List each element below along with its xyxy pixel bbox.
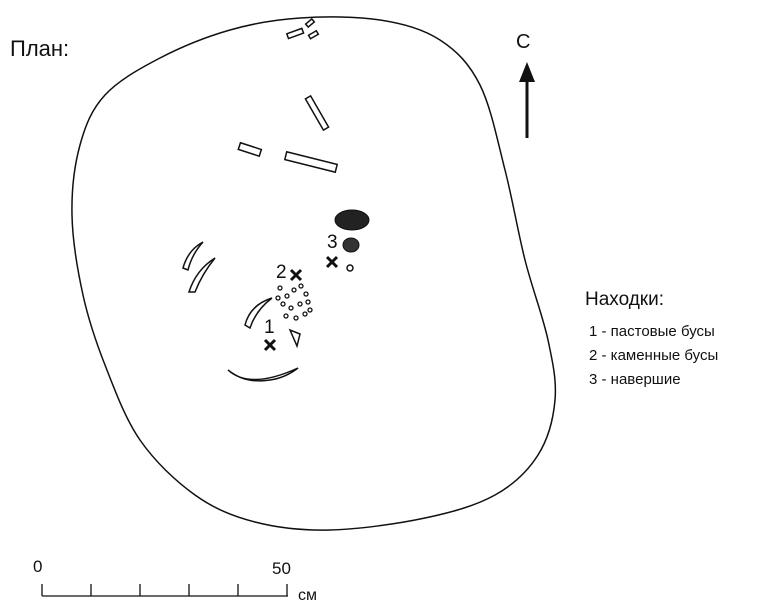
legend-title: Находки: xyxy=(585,289,664,310)
cross xyxy=(325,255,339,269)
pit-outline xyxy=(71,16,557,531)
bone xyxy=(283,150,339,174)
bead xyxy=(303,291,309,297)
find-number: 2 xyxy=(276,262,287,283)
bone xyxy=(237,141,263,158)
bead xyxy=(307,307,313,313)
bone xyxy=(304,17,316,29)
north-label: С xyxy=(516,31,530,53)
bead xyxy=(283,313,289,319)
beads xyxy=(275,283,313,321)
bones xyxy=(182,17,339,382)
stone xyxy=(342,237,360,253)
stone xyxy=(346,264,354,272)
bead xyxy=(284,293,290,299)
bone xyxy=(288,328,301,349)
find-crosses xyxy=(263,255,339,352)
legend-item: 1 - пастовые бусы xyxy=(589,323,715,340)
bone xyxy=(285,27,305,40)
bead xyxy=(288,305,294,311)
bead xyxy=(293,315,299,321)
bead xyxy=(275,295,281,301)
plan-title: План: xyxy=(10,36,69,61)
bead xyxy=(277,285,283,291)
bone xyxy=(307,29,320,40)
bead xyxy=(305,299,311,305)
pommel xyxy=(334,209,370,272)
scale-start: 0 xyxy=(33,557,42,576)
find-number: 3 xyxy=(327,232,338,253)
north-arrowhead xyxy=(519,62,535,82)
bead xyxy=(297,301,303,307)
legend-item: 3 - навершие xyxy=(589,371,681,388)
bead xyxy=(302,311,308,317)
skull-fragment xyxy=(227,367,299,382)
scale-end: 50 xyxy=(272,559,291,578)
stone xyxy=(334,209,370,231)
rib xyxy=(187,257,216,293)
cross xyxy=(263,338,277,352)
bead xyxy=(298,283,304,289)
scale-bar xyxy=(41,584,288,597)
rib xyxy=(182,241,204,272)
find-number: 1 xyxy=(264,317,275,338)
bead xyxy=(280,301,286,307)
cross xyxy=(289,268,303,282)
legend-item: 2 - каменные бусы xyxy=(589,347,718,364)
bead xyxy=(291,287,297,293)
rib xyxy=(244,297,273,330)
scale-unit: см xyxy=(298,587,317,604)
bone xyxy=(304,94,330,132)
